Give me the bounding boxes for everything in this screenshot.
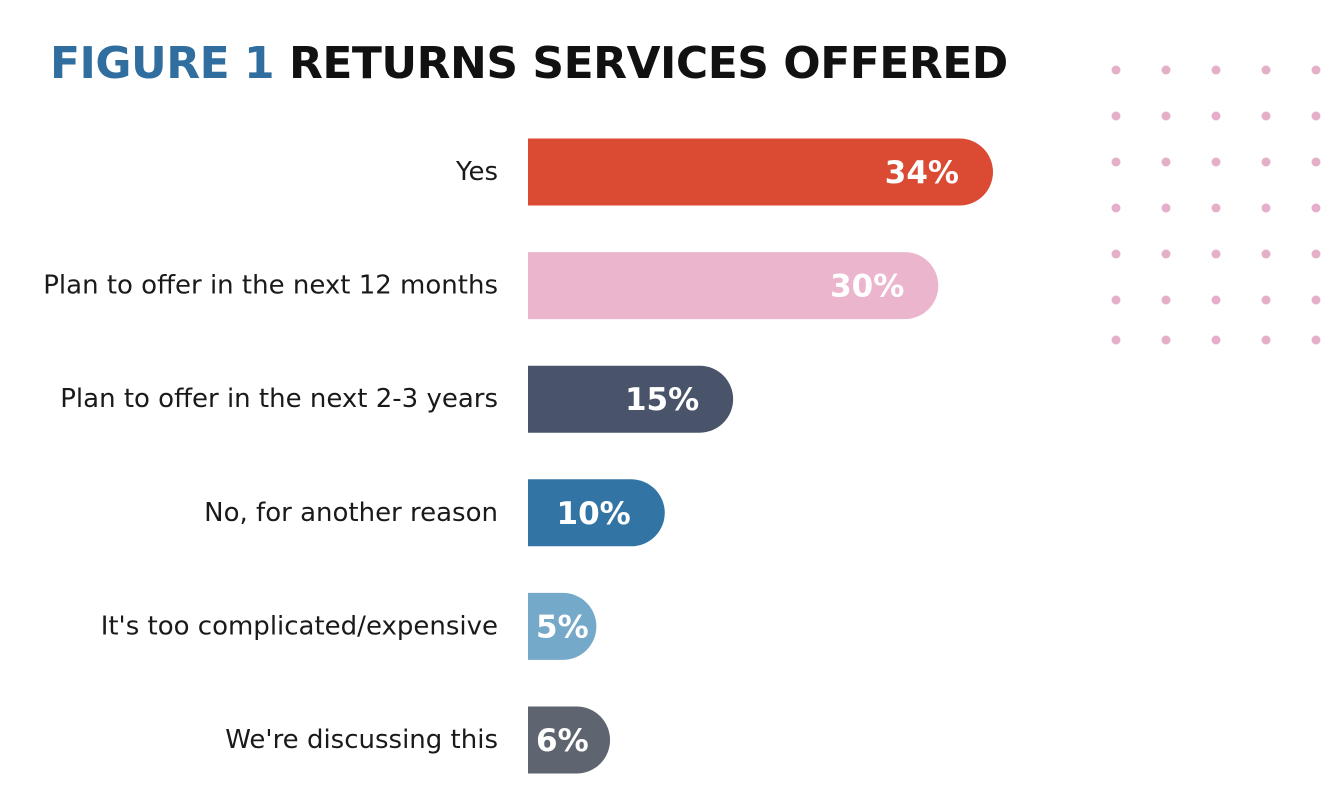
dot-grid-decoration (1111, 65, 1321, 345)
decorative-dot (1261, 157, 1271, 167)
bar (528, 138, 993, 206)
bar-row: Plan to offer in the next 12 months 30% (43, 252, 939, 320)
category-label: Plan to offer in the next 2-3 years (60, 384, 498, 414)
decorative-dot (1111, 203, 1121, 213)
bar (528, 592, 597, 660)
bar-row: We're discussing this 6% (225, 706, 611, 774)
decorative-dot (1161, 111, 1171, 121)
decorative-dot (1311, 335, 1321, 345)
bar-row: Plan to offer in the next 2-3 years 15% (60, 365, 734, 433)
decorative-dot (1211, 65, 1221, 75)
decorative-dot (1161, 335, 1171, 345)
decorative-dot (1311, 249, 1321, 259)
decorative-dot (1111, 249, 1121, 259)
decorative-dot (1161, 295, 1171, 305)
bar-value-label: 5% (536, 609, 589, 645)
decorative-dot (1161, 249, 1171, 259)
decorative-dot (1161, 203, 1171, 213)
bar-value-label: 15% (625, 382, 699, 418)
decorative-dot (1311, 111, 1321, 121)
decorative-dot (1111, 157, 1121, 167)
bar-value-label: 30% (830, 269, 904, 305)
decorative-dot (1211, 157, 1221, 167)
decorative-dot (1211, 203, 1221, 213)
category-label: It's too complicated/expensive (101, 611, 498, 641)
decorative-dot (1211, 249, 1221, 259)
decorative-dot (1261, 249, 1271, 259)
bar-value-label: 10% (557, 496, 631, 532)
decorative-dot (1261, 111, 1271, 121)
bars-group: Yes 34% Plan to offer in the next 12 month… (43, 138, 993, 774)
bar-row: No, for another reason 10% (204, 479, 665, 547)
category-label: We're discussing this (225, 725, 498, 755)
figure-number: FIGURE 1 (50, 38, 275, 89)
decorative-dot (1261, 295, 1271, 305)
decorative-dot (1311, 157, 1321, 167)
decorative-dot (1111, 335, 1121, 345)
category-label: Yes (455, 157, 498, 187)
decorative-dot (1261, 335, 1271, 345)
decorative-dot (1311, 295, 1321, 305)
decorative-dot (1211, 335, 1221, 345)
bar (528, 479, 665, 547)
decorative-dot (1161, 157, 1171, 167)
decorative-dot (1261, 65, 1271, 75)
decorative-dot (1111, 65, 1121, 75)
decorative-dot (1311, 65, 1321, 75)
decorative-dot (1311, 203, 1321, 213)
bar (528, 252, 939, 320)
bar (528, 706, 611, 774)
bar (528, 365, 734, 433)
decorative-dot (1111, 295, 1121, 305)
decorative-dot (1211, 111, 1221, 121)
decorative-dot (1161, 65, 1171, 75)
bar-value-label: 6% (536, 723, 589, 759)
decorative-dot (1111, 111, 1121, 121)
decorative-dot (1261, 203, 1271, 213)
bar-row: It's too complicated/expensive 5% (101, 592, 597, 660)
category-label: Plan to offer in the next 12 months (43, 271, 498, 301)
figure-title-text: RETURNS SERVICES OFFERED (288, 38, 1008, 89)
figure-title: FIGURE 1 RETURNS SERVICES OFFERED (50, 38, 1008, 89)
decorative-dot (1211, 295, 1221, 305)
bar-value-label: 34% (885, 155, 959, 191)
bar-row: Yes 34% (455, 138, 993, 206)
category-label: No, for another reason (204, 498, 498, 528)
